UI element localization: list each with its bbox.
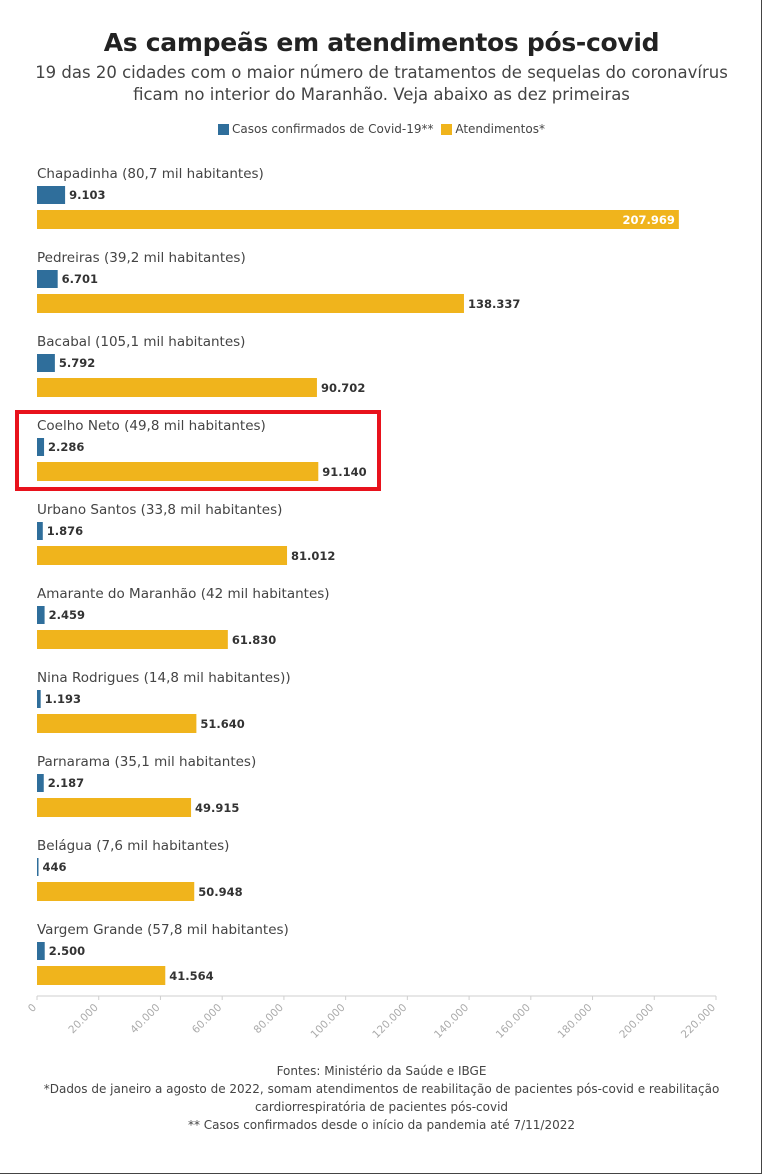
bar-atendimentos[interactable] — [37, 966, 166, 985]
data-label-atendimentos: 91.140 — [322, 465, 366, 479]
chart-subtitle: 19 das 20 cidades com o maior número de … — [35, 63, 728, 104]
legend-swatch-atendimentos — [441, 123, 453, 135]
footer-source: Fontes: Ministério da Saúde e IBGE — [276, 1064, 487, 1078]
bar-casos[interactable] — [37, 186, 66, 204]
data-label-casos: 2.459 — [49, 608, 85, 622]
bar-casos[interactable] — [37, 690, 41, 708]
x-tick-label: 160.000 — [494, 1002, 533, 1041]
legend-item-casos[interactable]: Casos confirmados de Covid-19** — [218, 122, 434, 136]
legend-swatch-casos — [218, 123, 230, 135]
category-label: Belágua (7,6 mil habitantes) — [37, 838, 229, 854]
x-tick-label: 80.000 — [252, 1002, 286, 1036]
data-label-atendimentos: 207.969 — [622, 213, 674, 227]
x-tick-label: 140.000 — [432, 1002, 471, 1041]
bar-atendimentos[interactable] — [37, 462, 319, 481]
bar-casos[interactable] — [37, 606, 45, 624]
category-label: Vargem Grande (57,8 mil habitantes) — [37, 922, 289, 938]
bar-casos[interactable] — [37, 774, 44, 792]
bar-chart: Chapadinha (80,7 mil habitantes) 9.103 207… — [26, 166, 718, 1041]
x-tick-label: 0 — [26, 1002, 39, 1015]
category-label: Urbano Santos (33,8 mil habitantes) — [37, 502, 282, 518]
category-label: Chapadinha (80,7 mil habitantes) — [37, 166, 264, 182]
data-label-casos: 2.187 — [48, 776, 84, 790]
category-label: Parnarama (35,1 mil habitantes) — [37, 754, 256, 770]
bar-casos[interactable] — [37, 270, 58, 288]
data-label-atendimentos: 90.702 — [321, 381, 365, 395]
bar-atendimentos[interactable] — [37, 882, 195, 901]
highlight-box — [15, 410, 381, 491]
data-label-atendimentos: 41.564 — [169, 969, 213, 983]
category-label: Pedreiras (39,2 mil habitantes) — [37, 250, 246, 266]
data-label-atendimentos: 50.948 — [198, 885, 242, 899]
data-label-casos: 1.193 — [45, 692, 81, 706]
x-tick-label: 180.000 — [555, 1002, 594, 1041]
chart-title: As campeãs em atendimentos pós-covid — [103, 28, 660, 57]
legend-label-casos: Casos confirmados de Covid-19** — [232, 122, 434, 136]
x-tick-label: 200.000 — [617, 1002, 656, 1041]
data-label-atendimentos: 49.915 — [195, 801, 239, 815]
bar-atendimentos[interactable] — [37, 210, 679, 229]
data-label-casos: 5.792 — [59, 356, 95, 370]
data-label-atendimentos: 81.012 — [291, 549, 335, 563]
bar-atendimentos[interactable] — [37, 294, 464, 313]
legend-item-atendimentos[interactable]: Atendimentos* — [441, 122, 545, 136]
x-tick-label: 60.000 — [190, 1002, 224, 1036]
bar-casos[interactable] — [37, 438, 45, 456]
bar-casos[interactable] — [37, 858, 39, 876]
x-tick-label: 220.000 — [679, 1002, 718, 1041]
x-tick-label: 20.000 — [66, 1002, 100, 1036]
data-label-casos: 2.286 — [48, 440, 84, 454]
bar-atendimentos[interactable] — [37, 378, 317, 397]
x-tick-label: 40.000 — [128, 1002, 162, 1036]
footer-note-casos: ** Casos confirmados desde o início da p… — [187, 1118, 576, 1132]
bar-atendimentos[interactable] — [37, 714, 197, 733]
category-label: Nina Rodrigues (14,8 mil habitantes)) — [37, 670, 291, 686]
category-label: Coelho Neto (49,8 mil habitantes) — [37, 418, 266, 434]
category-label: Amarante do Maranhão (42 mil habitantes) — [37, 586, 330, 602]
data-label-casos: 1.876 — [47, 524, 83, 538]
legend-label-atendimentos: Atendimentos* — [455, 122, 545, 136]
data-label-atendimentos: 138.337 — [468, 297, 520, 311]
bar-atendimentos[interactable] — [37, 546, 288, 565]
bar-casos[interactable] — [37, 942, 45, 960]
data-label-casos: 2.500 — [49, 944, 85, 958]
data-label-atendimentos: 51.640 — [200, 717, 244, 731]
bar-atendimentos[interactable] — [37, 630, 228, 649]
data-label-casos: 9.103 — [69, 188, 105, 202]
bar-casos[interactable] — [37, 354, 55, 372]
data-label-casos: 446 — [43, 860, 67, 874]
bar-casos[interactable] — [37, 522, 43, 540]
footer: Fontes: Ministério da Saúde e IBGE *Dado… — [20, 1062, 743, 1134]
legend: Casos confirmados de Covid-19** Atendime… — [0, 122, 763, 138]
category-label: Bacabal (105,1 mil habitantes) — [37, 334, 245, 350]
footer-note-atendimentos: *Dados de janeiro a agosto de 2022, soma… — [43, 1082, 720, 1114]
x-tick-label: 100.000 — [309, 1002, 348, 1041]
x-tick-label: 120.000 — [370, 1002, 409, 1041]
data-label-atendimentos: 61.830 — [232, 633, 276, 647]
data-label-casos: 6.701 — [62, 272, 98, 286]
bar-atendimentos[interactable] — [37, 798, 192, 817]
